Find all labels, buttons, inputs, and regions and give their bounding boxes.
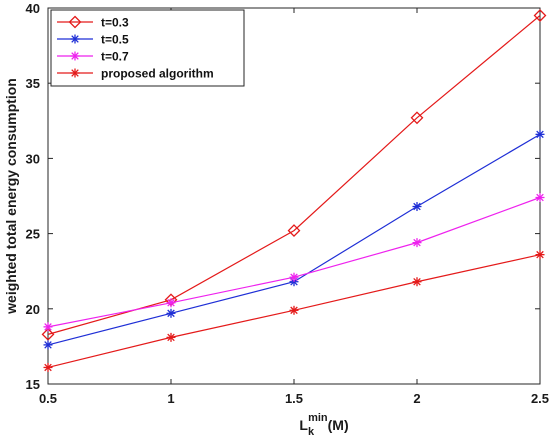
- legend-label: proposed algorithm: [101, 67, 214, 81]
- data-point: [535, 129, 545, 139]
- series-3: [43, 193, 545, 332]
- legend-label: t=0.3: [101, 16, 129, 30]
- axis-ticks: 0.5 1 1.5 2 2.5 15 20 25 30 35 40: [26, 1, 550, 406]
- series-group: [41, 9, 547, 372]
- data-point: [166, 298, 176, 308]
- data-point: [535, 193, 545, 203]
- legend-label: t=0.5: [101, 33, 129, 47]
- x-axis-label-superscript: min: [308, 412, 328, 424]
- legend-item: t=0.5: [57, 33, 129, 47]
- data-point: [535, 250, 545, 260]
- legend-item: t=0.7: [57, 50, 129, 64]
- y-tick-label: 35: [26, 76, 40, 91]
- y-tick-label: 30: [26, 151, 40, 166]
- data-point: [289, 305, 299, 315]
- y-tick-label: 25: [26, 227, 40, 242]
- y-tick-label: 40: [26, 1, 40, 16]
- legend-marker: [68, 15, 82, 29]
- x-axis-label: Lk min(M): [299, 412, 348, 438]
- data-point: [412, 277, 422, 287]
- x-axis-label-subscript: k: [308, 426, 315, 438]
- legend-label: t=0.7: [101, 50, 129, 64]
- series-4: [43, 250, 545, 372]
- data-point: [410, 111, 424, 125]
- x-tick-label: 0.5: [39, 391, 57, 406]
- data-point: [287, 224, 301, 238]
- data-point: [166, 308, 176, 318]
- x-tick-label: 1: [167, 391, 174, 406]
- legend-item: t=0.3: [57, 16, 129, 30]
- x-tick-label: 2.5: [531, 391, 549, 406]
- x-tick-label: 2: [413, 391, 420, 406]
- series-2: [43, 129, 545, 350]
- data-point: [412, 202, 422, 212]
- legend-marker: [70, 51, 80, 61]
- data-point: [43, 340, 53, 350]
- data-point: [289, 272, 299, 282]
- data-point: [41, 327, 55, 341]
- y-tick-label: 20: [26, 302, 40, 317]
- data-point: [43, 322, 53, 332]
- legend-marker: [70, 34, 80, 44]
- legend-item: proposed algorithm: [57, 67, 214, 81]
- data-point: [43, 362, 53, 372]
- legend: t=0.3 t=0.5 t=0.7 proposed algorithm: [50, 9, 245, 87]
- x-tick-label: 1.5: [285, 391, 303, 406]
- data-point: [412, 238, 422, 248]
- data-point: [533, 9, 547, 22]
- x-axis-label-suffix: (M): [328, 417, 349, 433]
- x-axis-label-main: L: [299, 417, 308, 433]
- legend-marker: [70, 68, 80, 78]
- data-point: [166, 332, 176, 342]
- y-axis-label: weighted total energy consumption: [3, 78, 19, 315]
- y-tick-label: 15: [26, 377, 40, 392]
